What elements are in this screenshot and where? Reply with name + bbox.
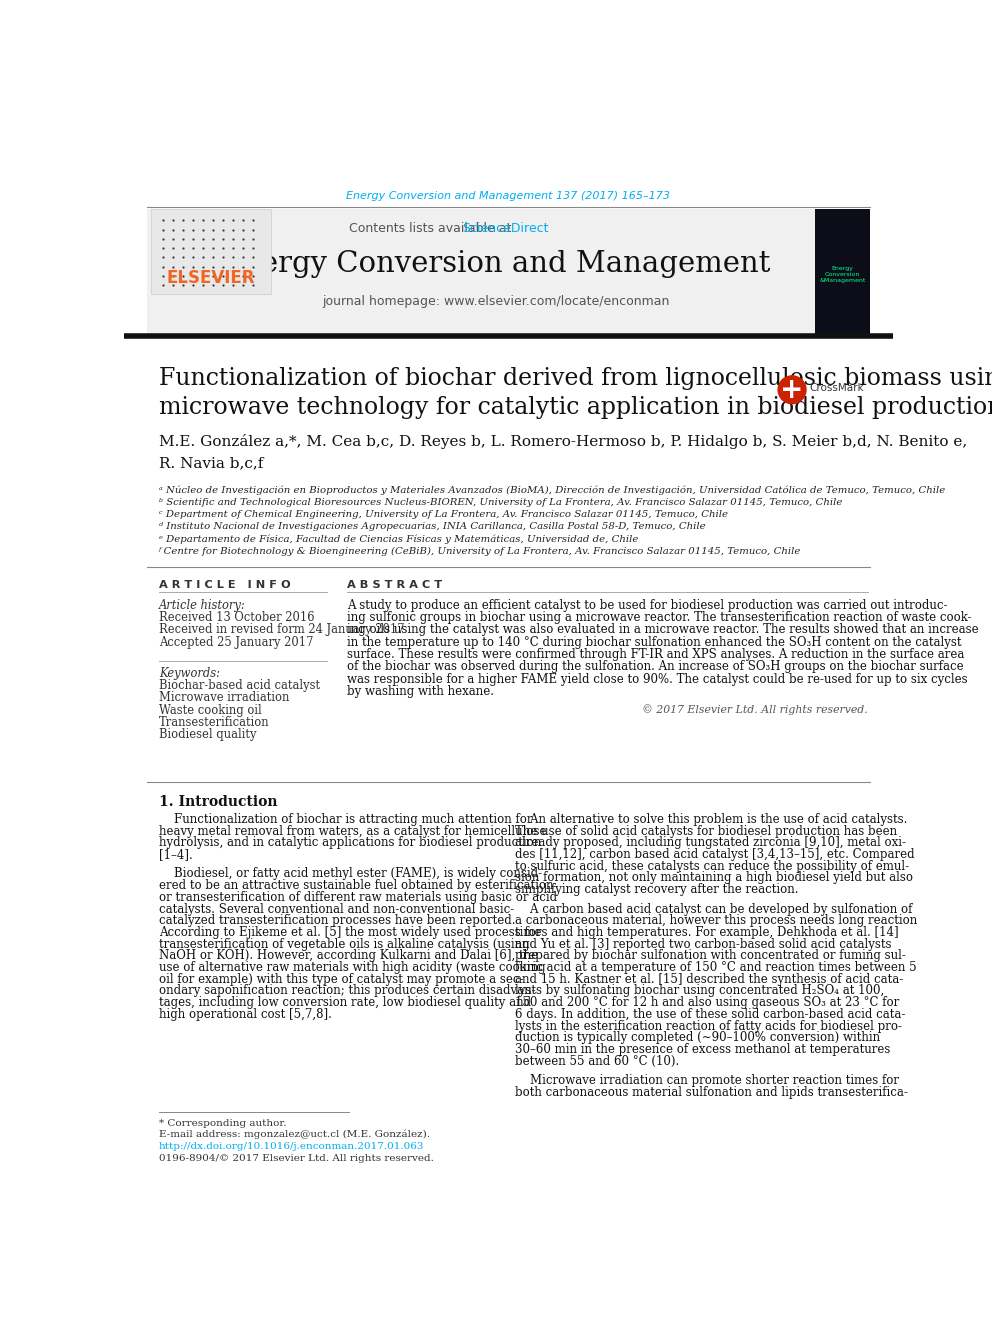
- Bar: [815, 209, 870, 335]
- Text: Functionalization of biochar is attracting much attention for: Functionalization of biochar is attracti…: [159, 812, 533, 826]
- Text: between 55 and 60 °C (10).: between 55 and 60 °C (10).: [516, 1054, 680, 1068]
- Text: Received 13 October 2016: Received 13 October 2016: [159, 611, 314, 624]
- Text: lysts in the esterification reaction of fatty acids for biodiesel pro-: lysts in the esterification reaction of …: [516, 1020, 903, 1032]
- Text: 1. Introduction: 1. Introduction: [159, 795, 278, 808]
- Text: heavy metal removal from waters, as a catalyst for hemicellulose: heavy metal removal from waters, as a ca…: [159, 824, 547, 837]
- Text: Microwave irradiation can promote shorter reaction times for: Microwave irradiation can promote shorte…: [516, 1074, 900, 1088]
- Text: ELSEVIER: ELSEVIER: [167, 269, 255, 287]
- Text: A carbon based acid catalyst can be developed by sulfonation of: A carbon based acid catalyst can be deve…: [516, 902, 913, 916]
- Text: ᵇ Scientific and Technological Bioresources Nucleus-BIOREN, University of La Fro: ᵇ Scientific and Technological Bioresour…: [159, 497, 842, 507]
- Text: An alternative to solve this problem is the use of acid catalysts.: An alternative to solve this problem is …: [516, 812, 908, 826]
- Text: Waste cooking oil: Waste cooking oil: [159, 704, 262, 717]
- Text: prepared by biochar sulfonation with concentrated or fuming sul-: prepared by biochar sulfonation with con…: [516, 950, 907, 962]
- Text: hydrolysis, and in catalytic applications for biodiesel production: hydrolysis, and in catalytic application…: [159, 836, 541, 849]
- Text: Biochar-based acid catalyst: Biochar-based acid catalyst: [159, 679, 320, 692]
- Text: lysts by sulfonating biochar using concentrated H₂SO₄ at 100,: lysts by sulfonating biochar using conce…: [516, 984, 885, 998]
- Text: CrossMark: CrossMark: [809, 384, 864, 393]
- Text: times and high temperatures. For example, Dehkhoda et al. [14]: times and high temperatures. For example…: [516, 926, 899, 939]
- Text: 150 and 200 °C for 12 h and also using gaseous SO₃ at 23 °C for: 150 and 200 °C for 12 h and also using g…: [516, 996, 900, 1009]
- Text: high operational cost [5,7,8].: high operational cost [5,7,8].: [159, 1008, 331, 1021]
- Text: © 2017 Elsevier Ltd. All rights reserved.: © 2017 Elsevier Ltd. All rights reserved…: [642, 705, 868, 716]
- Text: transesterification of vegetable oils is alkaline catalysis (using: transesterification of vegetable oils is…: [159, 938, 530, 951]
- Text: oil for example) with this type of catalyst may promote a sec-: oil for example) with this type of catal…: [159, 972, 524, 986]
- Text: +: +: [781, 376, 804, 404]
- Bar: [151, 209, 271, 294]
- Text: and Yu et al. [3] reported two carbon-based solid acid catalysts: and Yu et al. [3] reported two carbon-ba…: [516, 938, 892, 951]
- Text: and 15 h. Kastner et al. [15] described the synthesis of acid cata-: and 15 h. Kastner et al. [15] described …: [516, 972, 904, 986]
- Text: http://dx.doi.org/10.1016/j.enconman.2017.01.063: http://dx.doi.org/10.1016/j.enconman.201…: [159, 1142, 425, 1151]
- Text: The use of solid acid catalysts for biodiesel production has been: The use of solid acid catalysts for biod…: [516, 824, 898, 837]
- Text: catalyzed transesterification processes have been reported.: catalyzed transesterification processes …: [159, 914, 516, 927]
- Text: Energy
Conversion
&Management: Energy Conversion &Management: [819, 266, 866, 283]
- Text: to sulfuric acid, these catalysts can reduce the possibility of emul-: to sulfuric acid, these catalysts can re…: [516, 860, 910, 873]
- Text: ᵈ Instituto Nacional de Investigaciones Agropecuarias, INIA Carillanca, Casilla : ᵈ Instituto Nacional de Investigaciones …: [159, 523, 705, 532]
- Text: Energy Conversion and Management: Energy Conversion and Management: [221, 250, 771, 278]
- Text: ondary saponification reaction; this produces certain disadvan-: ondary saponification reaction; this pro…: [159, 984, 536, 998]
- Text: use of alternative raw materials with high acidity (waste cooking: use of alternative raw materials with hi…: [159, 960, 546, 974]
- Text: in the temperature up to 140 °C during biochar sulfonation enhanced the SO₃H con: in the temperature up to 140 °C during b…: [347, 636, 961, 648]
- Text: was responsible for a higher FAME yield close to 90%. The catalyst could be re-u: was responsible for a higher FAME yield …: [347, 673, 968, 685]
- Text: Microwave irradiation: Microwave irradiation: [159, 691, 290, 704]
- Text: R. Navia b,c,f: R. Navia b,c,f: [159, 456, 263, 470]
- Text: Contents lists available at: Contents lists available at: [349, 221, 515, 234]
- Text: ered to be an attractive sustainable fuel obtained by esterification: ered to be an attractive sustainable fue…: [159, 880, 554, 892]
- Text: Biodiesel, or fatty acid methyl ester (FAME), is widely consid-: Biodiesel, or fatty acid methyl ester (F…: [159, 868, 542, 880]
- Text: Accepted 25 January 2017: Accepted 25 January 2017: [159, 636, 313, 648]
- Text: [1–4].: [1–4].: [159, 848, 192, 861]
- Text: ᵉ Departamento de Física, Facultad de Ciencias Físicas y Matemáticas, Universida: ᵉ Departamento de Física, Facultad de Ci…: [159, 534, 638, 544]
- Text: Functionalization of biochar derived from lignocellulosic biomass using: Functionalization of biochar derived fro…: [159, 366, 992, 390]
- Text: Energy Conversion and Management 137 (2017) 165–173: Energy Conversion and Management 137 (20…: [346, 191, 671, 201]
- Text: 6 days. In addition, the use of these solid carbon-based acid cata-: 6 days. In addition, the use of these so…: [516, 1008, 906, 1021]
- Text: by washing with hexane.: by washing with hexane.: [347, 685, 494, 699]
- Text: ing sulfonic groups in biochar using a microwave reactor. The transesterificatio: ing sulfonic groups in biochar using a m…: [347, 611, 972, 624]
- Text: surface. These results were confirmed through FT-IR and XPS analyses. A reductio: surface. These results were confirmed th…: [347, 648, 964, 662]
- Circle shape: [778, 376, 806, 404]
- Text: Transesterification: Transesterification: [159, 716, 270, 729]
- Text: Received in revised form 24 January 2017: Received in revised form 24 January 2017: [159, 623, 405, 636]
- Text: Keywords:: Keywords:: [159, 667, 220, 680]
- Text: Biodiesel quality: Biodiesel quality: [159, 728, 256, 741]
- Text: A R T I C L E   I N F O: A R T I C L E I N F O: [159, 579, 291, 590]
- Text: des [11,12], carbon based acid catalyst [3,4,13–15], etc. Compared: des [11,12], carbon based acid catalyst …: [516, 848, 915, 861]
- Text: A B S T R A C T: A B S T R A C T: [347, 579, 442, 590]
- Text: Article history:: Article history:: [159, 599, 246, 611]
- Text: furic acid at a temperature of 150 °C and reaction times between 5: furic acid at a temperature of 150 °C an…: [516, 960, 917, 974]
- Bar: [147, 209, 815, 335]
- Text: According to Ejikeme et al. [5] the most widely used process for: According to Ejikeme et al. [5] the most…: [159, 926, 542, 939]
- Text: microwave technology for catalytic application in biodiesel production: microwave technology for catalytic appli…: [159, 396, 992, 419]
- Text: A study to produce an efficient catalyst to be used for biodiesel production was: A study to produce an efficient catalyst…: [347, 599, 947, 611]
- Text: both carbonaceous material sulfonation and lipids transesterifica-: both carbonaceous material sulfonation a…: [516, 1086, 909, 1099]
- Text: * Corresponding author.: * Corresponding author.: [159, 1119, 287, 1129]
- Text: ScienceDirect: ScienceDirect: [462, 221, 549, 234]
- Text: duction is typically completed (∼90–100% conversion) within: duction is typically completed (∼90–100%…: [516, 1032, 881, 1044]
- Text: ᶠ Centre for Biotechnology & Bioengineering (CeBiB), University of La Frontera, : ᶠ Centre for Biotechnology & Bioengineer…: [159, 546, 802, 556]
- Text: or transesterification of different raw materials using basic or acid: or transesterification of different raw …: [159, 890, 557, 904]
- Text: simplifying catalyst recovery after the reaction.: simplifying catalyst recovery after the …: [516, 884, 799, 896]
- Text: of the biochar was observed during the sulfonation. An increase of SO₃H groups o: of the biochar was observed during the s…: [347, 660, 964, 673]
- Text: 0196-8904/© 2017 Elsevier Ltd. All rights reserved.: 0196-8904/© 2017 Elsevier Ltd. All right…: [159, 1154, 434, 1163]
- Text: catalysts. Several conventional and non-conventional basic-: catalysts. Several conventional and non-…: [159, 902, 514, 916]
- Text: ᵃ Núcleo de Investigación en Bioproductos y Materiales Avanzados (BioMA), Direcc: ᵃ Núcleo de Investigación en Bioproducto…: [159, 486, 945, 495]
- Text: 30–60 min in the presence of excess methanol at temperatures: 30–60 min in the presence of excess meth…: [516, 1043, 891, 1056]
- Text: journal homepage: www.elsevier.com/locate/enconman: journal homepage: www.elsevier.com/locat…: [322, 295, 670, 308]
- Text: a carbonaceous material, however this process needs long reaction: a carbonaceous material, however this pr…: [516, 914, 918, 927]
- Text: E-mail address: mgonzalez@uct.cl (M.E. González).: E-mail address: mgonzalez@uct.cl (M.E. G…: [159, 1130, 430, 1139]
- Text: NaOH or KOH). However, according Kulkarni and Dalai [6], the: NaOH or KOH). However, according Kulkarn…: [159, 950, 538, 962]
- Text: already proposed, including tungstated zirconia [9,10], metal oxi-: already proposed, including tungstated z…: [516, 836, 907, 849]
- Text: ing oils using the catalyst was also evaluated in a microwave reactor. The resul: ing oils using the catalyst was also eva…: [347, 623, 979, 636]
- Text: sion formation, not only maintaining a high biodiesel yield but also: sion formation, not only maintaining a h…: [516, 872, 914, 885]
- Text: ᶜ Department of Chemical Engineering, University of La Frontera, Av. Francisco S: ᶜ Department of Chemical Engineering, Un…: [159, 509, 728, 519]
- Text: M.E. González a,*, M. Cea b,c, D. Reyes b, L. Romero-Hermoso b, P. Hidalgo b, S.: M.E. González a,*, M. Cea b,c, D. Reyes …: [159, 434, 967, 448]
- Text: tages, including low conversion rate, low biodiesel quality and: tages, including low conversion rate, lo…: [159, 996, 531, 1009]
